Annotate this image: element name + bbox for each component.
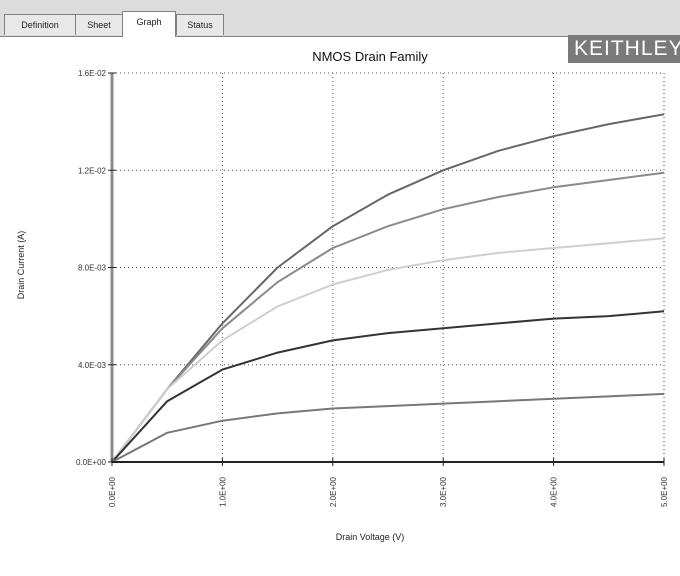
- keithley-logo: KEITHLEY: [568, 35, 680, 63]
- tab-graph[interactable]: Graph: [122, 11, 176, 37]
- series-line-5: [111, 392, 665, 463]
- x-tick-label: 2.0E+00: [329, 476, 338, 507]
- y-tick-label: 1.6E-02: [78, 69, 107, 78]
- tab-status[interactable]: Status: [176, 14, 224, 35]
- series-line-4: [111, 310, 665, 463]
- series-line-1: [111, 113, 665, 463]
- tick-labels: 0.0E+00 1.0E+00 2.0E+00 3.0E+00 4.0E+00 5.0E+…: [76, 69, 669, 507]
- x-tick-label: 3.0E+00: [439, 476, 448, 507]
- series-line-3: [111, 237, 665, 463]
- grid-lines: [112, 72, 665, 462]
- chart-title: NMOS Drain Family: [312, 49, 428, 64]
- x-tick-label: 5.0E+00: [660, 476, 669, 507]
- x-tick-label: 1.0E+00: [218, 476, 227, 507]
- tab-bar: Definition Sheet Graph Status: [0, 0, 680, 37]
- x-tick-label: 0.0E+00: [108, 476, 117, 507]
- y-tick-label: 0.0E+00: [76, 458, 107, 467]
- x-axis-label: Drain Voltage (V): [336, 532, 405, 542]
- data-series: [111, 113, 665, 463]
- y-tick-label: 4.0E-03: [78, 361, 107, 370]
- y-tick-label: 1.2E-02: [78, 166, 107, 175]
- y-tick-label: 8.0E-03: [78, 264, 107, 273]
- x-tick-label: 4.0E+00: [550, 476, 559, 507]
- series-line-2: [111, 171, 665, 463]
- axes: [108, 72, 665, 466]
- y-axis-label: Drain Current (A): [16, 231, 26, 300]
